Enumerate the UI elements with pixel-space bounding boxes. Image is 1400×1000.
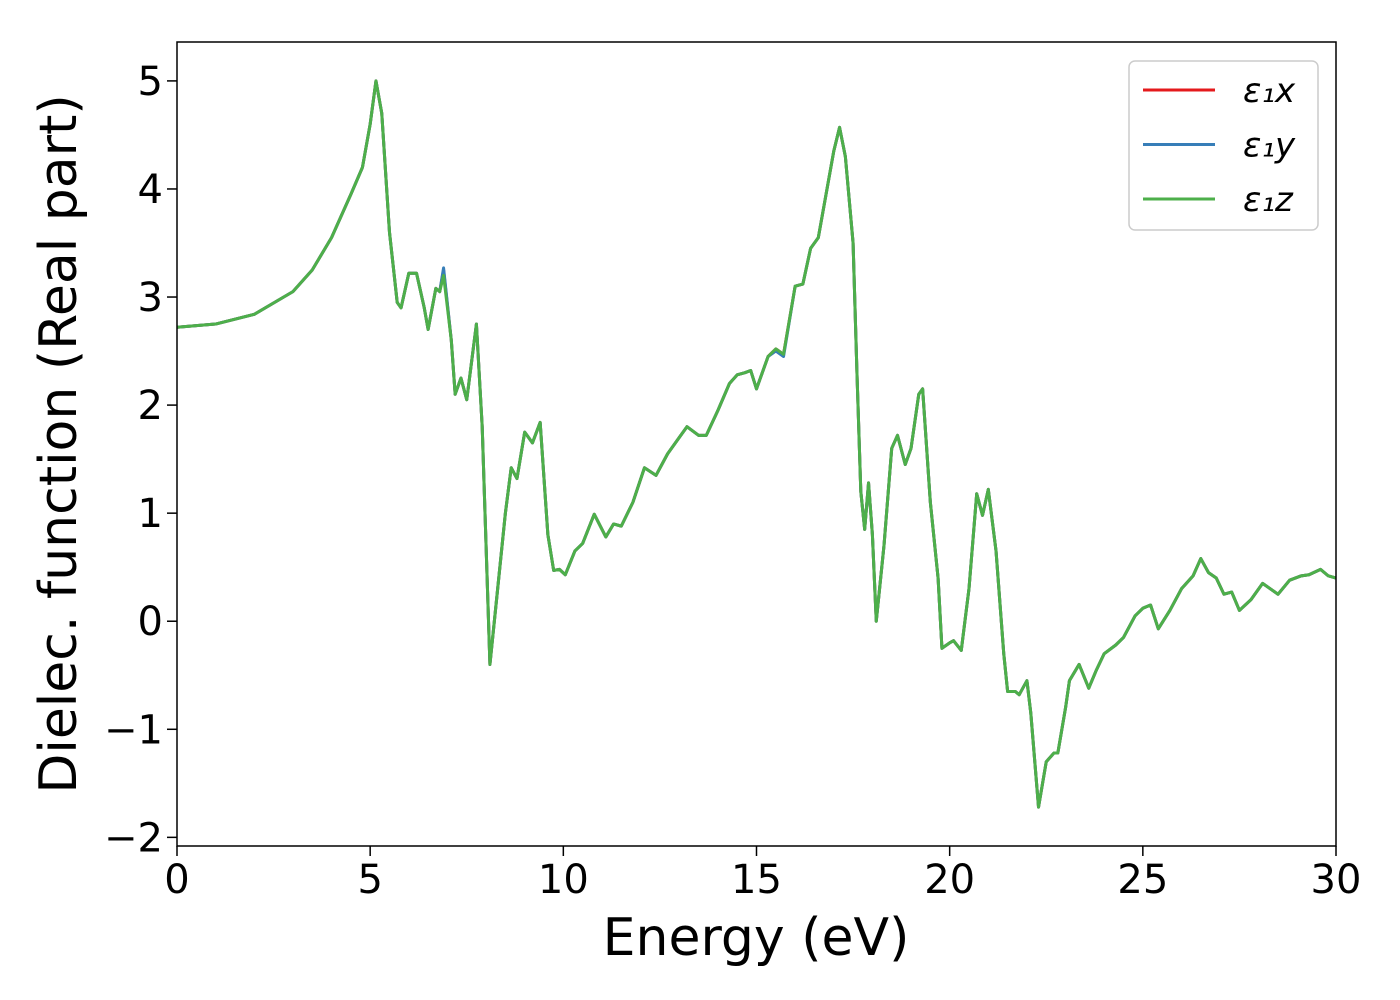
y-tick-label: 3	[138, 275, 163, 321]
legend-label: ε₁x	[1243, 71, 1296, 111]
y-axis-label: Dielec. function (Real part)	[29, 94, 89, 793]
y-tick-label: 0	[138, 599, 163, 645]
x-tick-label: 5	[357, 857, 382, 903]
legend-label: ε₁z	[1243, 180, 1294, 220]
legend-label: ε₁y	[1243, 126, 1296, 166]
x-tick-label: 20	[924, 857, 975, 903]
x-tick-label: 25	[1117, 857, 1168, 903]
y-tick-label: −1	[104, 707, 163, 753]
y-tick-label: −2	[104, 815, 163, 861]
y-tick-label: 2	[138, 383, 163, 429]
y-tick-label: 4	[138, 167, 163, 213]
x-tick-label: 30	[1311, 857, 1362, 903]
legend-box	[1128, 60, 1319, 231]
plot-frame	[176, 41, 1337, 847]
series-line	[177, 79, 1336, 809]
x-tick-label: 0	[164, 857, 189, 903]
y-tick-label: 1	[138, 491, 163, 537]
x-tick-label: 15	[731, 857, 782, 903]
x-tick-label: 10	[538, 857, 589, 903]
y-tick-label: 5	[138, 59, 163, 105]
x-axis-label: Energy (eV)	[603, 908, 910, 968]
